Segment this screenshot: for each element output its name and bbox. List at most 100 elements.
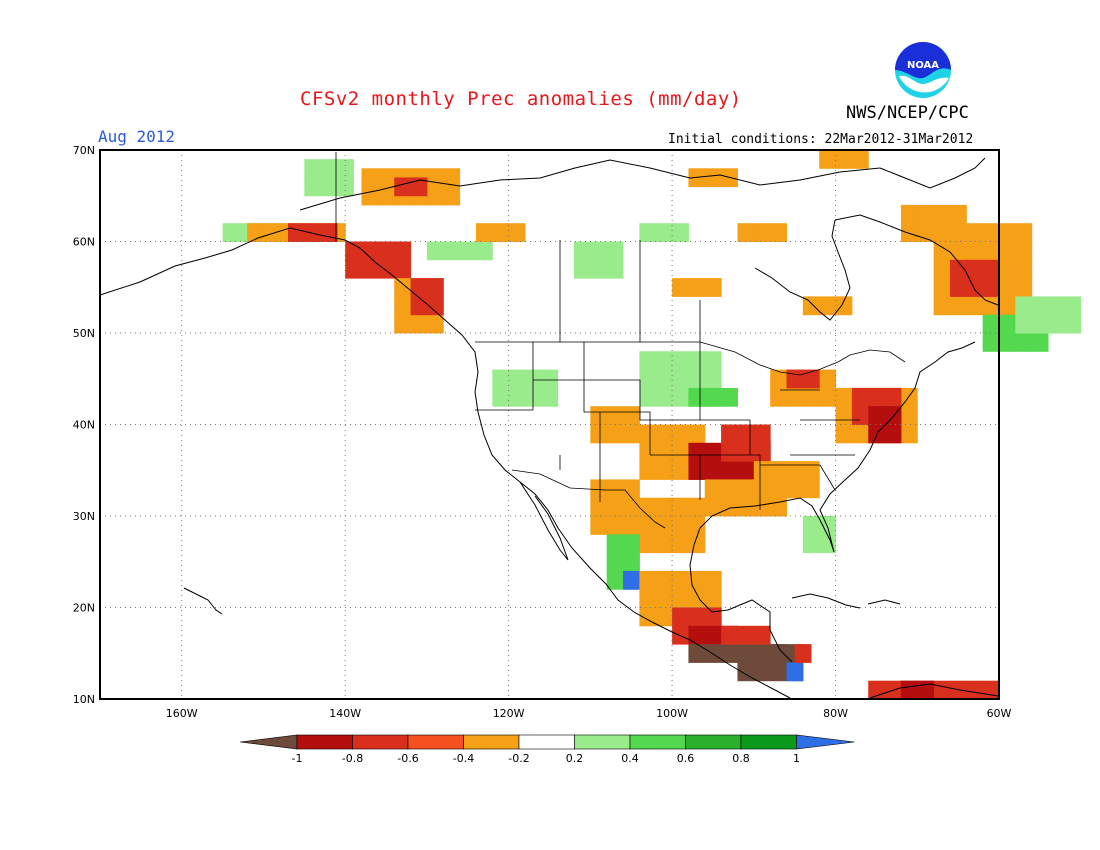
anomaly-cell xyxy=(770,223,788,242)
anomaly-cell xyxy=(949,259,967,279)
lat-tick-label: 60N xyxy=(73,236,95,249)
anomaly-cell xyxy=(1015,333,1033,352)
lon-tick-label: 160W xyxy=(166,707,198,720)
anomaly-cell xyxy=(606,479,624,499)
anomaly-cell xyxy=(672,534,689,554)
anomaly-cell xyxy=(688,278,706,297)
anomaly-cell xyxy=(819,516,837,535)
anomaly-cell xyxy=(639,442,657,462)
anomaly-cell xyxy=(672,461,689,480)
anomaly-cell xyxy=(794,644,812,663)
anomaly-cell xyxy=(721,461,738,480)
anomaly-cell xyxy=(721,497,738,517)
anomaly-cell xyxy=(475,223,493,242)
lat-tick-label: 20N xyxy=(73,602,95,615)
anomaly-cell xyxy=(655,442,673,462)
anomaly-cell xyxy=(949,241,967,261)
anomaly-cell xyxy=(966,296,984,316)
anomaly-cell xyxy=(639,223,657,242)
anomaly-cell xyxy=(1015,296,1033,316)
anomaly-cell xyxy=(459,241,477,261)
lat-tick-label: 50N xyxy=(73,327,95,340)
anomaly-cell xyxy=(623,479,640,499)
anomaly-cell xyxy=(410,177,428,197)
color-legend: -1 -0.8 -0.6 -0.4 -0.2 0.2 0.4 0.6 0.8 1 xyxy=(239,734,855,765)
anomaly-cell xyxy=(672,424,689,444)
anomaly-cell xyxy=(377,241,395,261)
anomaly-cell xyxy=(802,296,820,316)
anomaly-cell xyxy=(688,607,706,627)
anomaly-cell xyxy=(410,314,428,334)
lon-tick-label: 100W xyxy=(656,707,688,720)
legend-swatch xyxy=(574,734,631,750)
anomaly-cell xyxy=(819,296,837,316)
legend-label: 0.2 xyxy=(566,752,584,765)
anomaly-cell xyxy=(688,497,706,517)
anomaly-cell xyxy=(835,387,853,407)
noaa-logo-text: NOAA xyxy=(907,60,939,71)
coastline-arctic xyxy=(299,159,881,211)
axis-labels: 70N 60N 50N 40N 30N 20N 10N 160W 140W 120W 100W 80W… xyxy=(73,144,1012,720)
anomaly-cell xyxy=(900,204,918,224)
anomaly-cell xyxy=(721,479,738,499)
anomaly-cell xyxy=(655,589,673,608)
anomaly-cell xyxy=(492,223,510,242)
anomaly-cell xyxy=(786,662,804,682)
anomaly-cell xyxy=(753,662,771,682)
anomaly-cell xyxy=(606,497,624,517)
anomaly-cell xyxy=(524,387,542,407)
anomaly-cell xyxy=(819,150,837,169)
anomaly-cell xyxy=(394,296,412,316)
anomaly-cell xyxy=(770,479,788,499)
initial-conditions: Initial conditions: 22Mar2012-31Mar2012 xyxy=(668,132,974,147)
anomaly-cell xyxy=(753,625,771,645)
anomaly-cell xyxy=(410,296,428,316)
legend-label: -0.2 xyxy=(508,752,529,765)
anomaly-cell xyxy=(753,461,771,480)
cuba xyxy=(791,593,861,609)
legend-label: 1 xyxy=(793,752,800,765)
anomaly-cell xyxy=(966,223,984,242)
anomaly-cell xyxy=(655,607,673,627)
anomaly-cell xyxy=(688,442,706,462)
border-us-canada xyxy=(475,341,906,376)
anomaly-cell xyxy=(377,186,395,206)
lon-tick-label: 80W xyxy=(823,707,848,720)
anomaly-cell xyxy=(623,497,640,517)
anomaly-cell xyxy=(345,241,363,261)
legend-label: -0.8 xyxy=(342,752,363,765)
legend-swatch xyxy=(740,734,797,750)
anomaly-cell xyxy=(770,369,788,389)
anomaly-cell xyxy=(639,369,657,389)
anomaly-cell xyxy=(304,223,322,242)
anomaly-cell xyxy=(819,369,837,389)
lat-tick-label: 30N xyxy=(73,510,95,523)
forecast-month: Aug 2012 xyxy=(98,127,176,146)
anomaly-cell xyxy=(361,259,379,279)
anomaly-cell xyxy=(655,387,673,407)
coastline-west xyxy=(99,227,791,699)
anomaly-cell xyxy=(721,442,738,462)
anomaly-cell xyxy=(737,461,755,480)
anomaly-cell xyxy=(672,589,689,608)
anomaly-cell xyxy=(851,150,869,169)
noaa-logo: NOAA xyxy=(895,42,951,98)
anomaly-cell xyxy=(688,369,706,389)
anomaly-cell xyxy=(802,479,820,499)
anomaly-cell xyxy=(672,369,689,389)
anomaly-cell xyxy=(639,516,657,535)
anomaly-cell xyxy=(1064,314,1082,334)
anomaly-cell xyxy=(933,278,951,297)
anomaly-cell xyxy=(337,159,354,178)
anomaly-cell xyxy=(933,680,951,700)
anomaly-cell xyxy=(802,369,820,389)
anomaly-cell xyxy=(304,159,322,178)
anomaly-cell xyxy=(753,442,771,462)
anomaly-cell xyxy=(524,369,542,389)
anomaly-cell xyxy=(639,387,657,407)
anomaly-cell xyxy=(1015,223,1033,242)
anomaly-cell xyxy=(753,479,771,499)
anomaly-cell xyxy=(672,516,689,535)
anomaly-cell xyxy=(786,479,804,499)
anomaly-cell xyxy=(835,406,853,425)
